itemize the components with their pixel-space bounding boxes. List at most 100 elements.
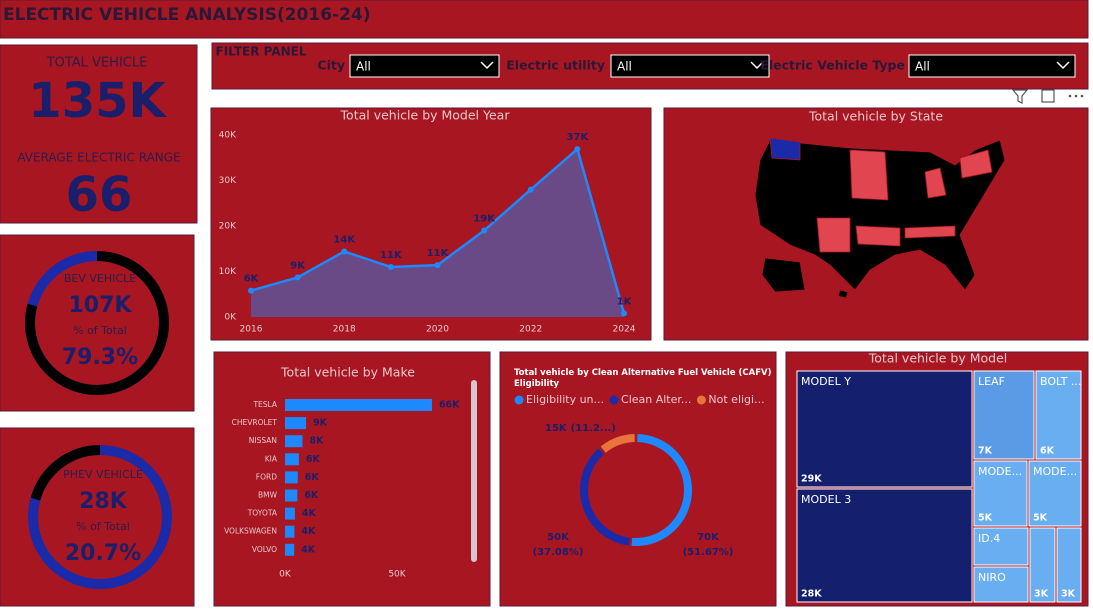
point	[527, 186, 534, 193]
filter-title: FILTER PANEL	[216, 45, 307, 59]
ring-arc	[25, 251, 169, 395]
dropdown[interactable]	[610, 54, 770, 78]
y-tick-label: NISSAN	[249, 436, 277, 445]
state-shape	[816, 217, 851, 253]
data-label: 50K	[547, 532, 570, 543]
data-label: 70K	[697, 532, 720, 543]
kpi-card	[0, 44, 198, 224]
tile-label: LEAF	[978, 375, 1005, 388]
tile	[973, 370, 1035, 460]
y-tick-label: VOLVO	[252, 545, 277, 554]
data-label: 9K	[290, 260, 306, 271]
dropdown-chevron	[750, 61, 764, 70]
ring-count: 28K	[79, 489, 128, 514]
filter-icon[interactable]	[1011, 89, 1029, 104]
title-bar	[0, 0, 1089, 39]
x-tick-label: 2024	[613, 325, 636, 335]
bar	[285, 417, 307, 430]
ring-subtitle: % of Total	[73, 324, 127, 337]
tile	[1056, 527, 1082, 603]
tile-label: NIRO	[978, 571, 1006, 584]
legend-dot	[609, 395, 619, 405]
data-label: 29K	[801, 474, 822, 485]
data-label: 6K	[304, 490, 319, 501]
us-map	[754, 137, 1006, 299]
data-label: 11K	[427, 248, 450, 259]
bar	[285, 543, 295, 556]
legend-label: Not eligi...	[708, 393, 764, 406]
kpi-value: 66	[66, 167, 133, 223]
scrollbar[interactable]	[471, 380, 477, 562]
data-label: 6K	[305, 472, 320, 483]
y-tick-label: TOYOTA	[247, 509, 278, 518]
data-label: 19K	[473, 214, 496, 225]
dropdown-chevron	[480, 61, 494, 70]
donut-panel	[499, 351, 777, 607]
tile	[1035, 370, 1082, 460]
ring-share: 79.3%	[62, 345, 138, 370]
y-tick-label: FORD	[256, 472, 277, 481]
ring-title: PHEV VEHICLE	[63, 468, 143, 481]
data-label: 4K	[301, 544, 316, 555]
data-label: 1K	[617, 296, 633, 307]
y-tick-label: 40K	[219, 131, 237, 141]
dropdown[interactable]	[349, 54, 500, 78]
y-tick-label: BMW	[258, 491, 278, 500]
bar	[285, 399, 432, 411]
focus-icon[interactable]	[1041, 89, 1055, 103]
x-tick-label: 2018	[333, 325, 356, 335]
tile-label: MODEL Y	[801, 375, 851, 388]
tile-label: MODEL 3	[801, 493, 851, 506]
chart-title: Total vehicle by State	[808, 109, 943, 124]
filter-label: City	[317, 58, 345, 73]
x-tick-label: 2020	[426, 325, 449, 335]
ring-arc	[30, 445, 101, 501]
donut-slice	[580, 448, 630, 546]
bar	[285, 435, 303, 448]
data-label: 28K	[801, 589, 822, 600]
dropdown-value: All	[617, 60, 632, 74]
dropdown[interactable]	[908, 54, 1076, 78]
data-label: (37.08%)	[533, 547, 584, 558]
chart-title: Total vehicle by Model	[868, 351, 1008, 366]
state-shape	[924, 167, 947, 199]
tile-label: MODE...	[1033, 465, 1077, 478]
bar	[285, 507, 295, 520]
ring-title: BEV VEHICLE	[64, 272, 136, 285]
bar	[285, 489, 298, 502]
data-label: 6K	[306, 454, 321, 465]
data-label: 66K	[439, 400, 460, 411]
bar-panel	[213, 351, 491, 607]
state-shape	[959, 149, 993, 179]
chart-title-line: Eligibility	[514, 379, 560, 389]
data-label: 6K	[1040, 446, 1055, 457]
point	[574, 146, 581, 153]
point	[434, 262, 441, 269]
data-label: 4K	[301, 526, 316, 537]
filter-label: Electric utility	[506, 58, 605, 73]
point	[481, 227, 488, 234]
more-icon[interactable]	[1068, 94, 1084, 98]
bar	[285, 525, 295, 538]
data-label: (51.67%)	[683, 547, 734, 558]
kpi-value: 135K	[28, 73, 167, 129]
tile	[796, 488, 973, 603]
kpi-label: TOTAL VEHICLE	[46, 56, 148, 71]
legend-label: Clean Alter...	[621, 393, 691, 406]
point	[248, 287, 254, 294]
visual-icons[interactable]	[1011, 89, 1084, 104]
dropdown-value: All	[915, 60, 930, 74]
chart-title: Total vehicle by Make	[280, 365, 415, 380]
x-tick-label: 0K	[279, 570, 292, 580]
point	[294, 274, 301, 281]
bar	[285, 453, 299, 466]
point	[387, 263, 394, 270]
data-label: 5K	[1033, 513, 1048, 524]
y-tick-label: VOLKSWAGEN	[224, 527, 277, 536]
data-label: 3K	[1034, 589, 1049, 600]
chart-title-line: Total vehicle by Clean Alternative Fuel …	[514, 368, 772, 378]
legend-dot	[514, 395, 524, 405]
chart-title: Total vehicle by Model Year	[340, 108, 511, 123]
state-shape	[761, 257, 806, 293]
